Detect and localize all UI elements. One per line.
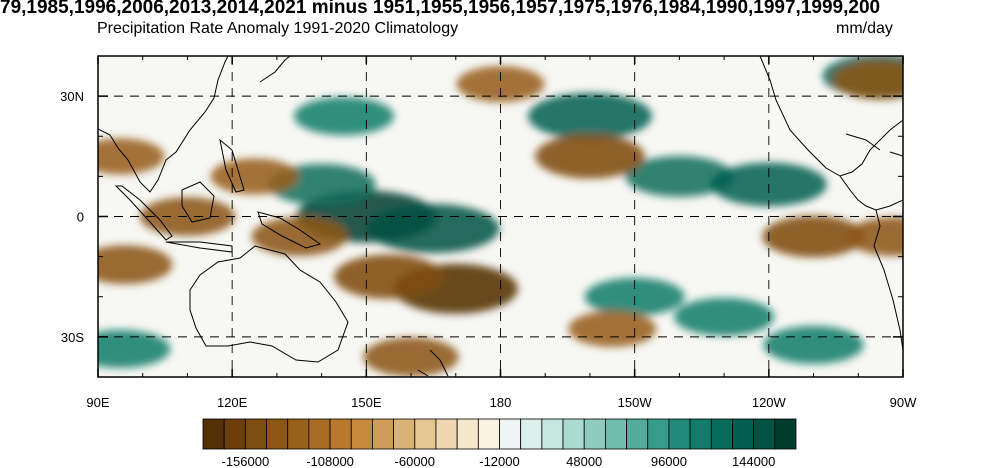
colorbar-swatch-8 [372,418,395,450]
colorbar-swatch-3 [266,418,289,450]
figure-title: 79,1985,1996,2006,2013,2014,2021 minus 1… [0,0,881,18]
dry-anomaly-3 [251,217,347,256]
colorbar-swatch-2 [244,418,267,450]
lon-tick-label-2: 150E [351,395,382,410]
colorbar-swatch-18 [583,418,606,450]
colorbar-swatch-1 [223,418,246,450]
axis-ticks: 90E 120E 150E 180 150W 120W 90W 30N 0 30S [60,56,917,410]
coastline-new-zealand [417,349,449,377]
colorbar-swatch-20 [626,418,649,450]
dry-anomaly-8 [833,60,903,100]
lat-tick-label-1: 0 [77,210,84,225]
colorbar-swatch-25 [732,418,755,450]
lat-tick-label-0: 30N [60,89,84,104]
wet-anomaly-7 [293,97,394,136]
coastline-south-america [873,209,903,351]
dry-anomaly-13 [98,245,173,285]
dry-anomaly-1 [333,254,444,299]
colorbar-label-5: 96000 [651,454,687,468]
colorbar-swatch-4 [287,418,310,450]
coastline-philippines [219,138,245,193]
colorbar-label-6: 144000 [732,454,775,468]
coastline-caribbean [845,133,903,157]
map-grid [98,56,903,377]
colorbar-swatch-16 [541,418,564,450]
wet-anomaly-3 [527,92,652,140]
colorbar-swatch-0 [202,418,225,450]
colorbar-swatch-19 [604,418,627,450]
dry-anomaly-2 [535,134,645,179]
coastlines [98,56,903,377]
colorbar-label-3: -12000 [479,454,519,468]
lon-tick-label-3: 180 [490,395,512,410]
wet-anomaly-1 [367,203,500,254]
colorbar-swatch-13 [477,418,500,450]
colorbar-swatch-26 [753,418,776,450]
wet-anomaly-9 [674,297,775,336]
colorbar-swatch-22 [668,418,691,450]
lon-tick-label-5: 120W [752,395,787,410]
colorbar-swatch-6 [329,418,352,450]
lon-tick-label-0: 90E [86,395,109,410]
colorbar-label-1: -108000 [306,454,354,468]
units-label: mm/day [836,20,893,37]
dry-anomaly-9 [456,66,545,103]
coastline-borneo [181,181,215,223]
colorbar-swatch-15 [520,418,543,450]
colorbar-swatch-24 [710,418,733,450]
colorbar-swatch-11 [435,418,458,450]
coastline-australia [189,245,349,363]
colorbar-label-4: 48000 [566,454,602,468]
colorbar-swatch-17 [562,418,585,450]
dry-anomaly-12 [846,217,903,256]
colorbar-swatch-7 [350,418,373,450]
dry-anomaly-7 [762,215,865,258]
dry-anomaly-10 [363,337,459,377]
colorbar-swatch-9 [393,418,416,450]
colorbar-swatch-5 [308,418,331,450]
colorbar-swatch-14 [499,418,522,450]
wet-anomaly-4 [625,155,734,197]
colorbar-swatch-12 [456,418,479,450]
colorbar-label-2: -60000 [395,454,435,468]
wet-anomaly-11 [98,329,171,368]
colorbar-label-0: -156000 [221,454,269,468]
wet-anomaly-10 [763,325,864,364]
lon-tick-label-1: 120E [217,395,248,410]
coastline-sumatra [114,185,173,241]
coastline-central-america [839,175,903,211]
colorbar: -156000 -108000 -60000 -12000 48000 96000 1440… [202,418,797,468]
dry-anomaly-6 [98,138,165,175]
dry-anomaly-5 [210,158,299,195]
colorbar-swatch-27 [774,418,797,450]
coastline-new-guinea [257,211,322,249]
coastline-japan [259,56,291,83]
colorbar-swatch-10 [414,418,437,450]
coastline-asia [98,56,229,193]
lon-tick-label-4: 150W [618,395,653,410]
colorbar-swatch-23 [689,418,712,450]
dry-anomaly-4 [139,197,236,236]
figure-subtitle: Precipitation Rate Anomaly 1991-2020 Cli… [97,20,459,37]
dry-anomaly-11 [568,310,657,347]
anomaly-field [98,56,903,377]
colorbar-swatch-21 [647,418,670,450]
lat-tick-label-2: 30S [61,330,84,345]
lon-tick-label-6: 90W [890,395,917,410]
